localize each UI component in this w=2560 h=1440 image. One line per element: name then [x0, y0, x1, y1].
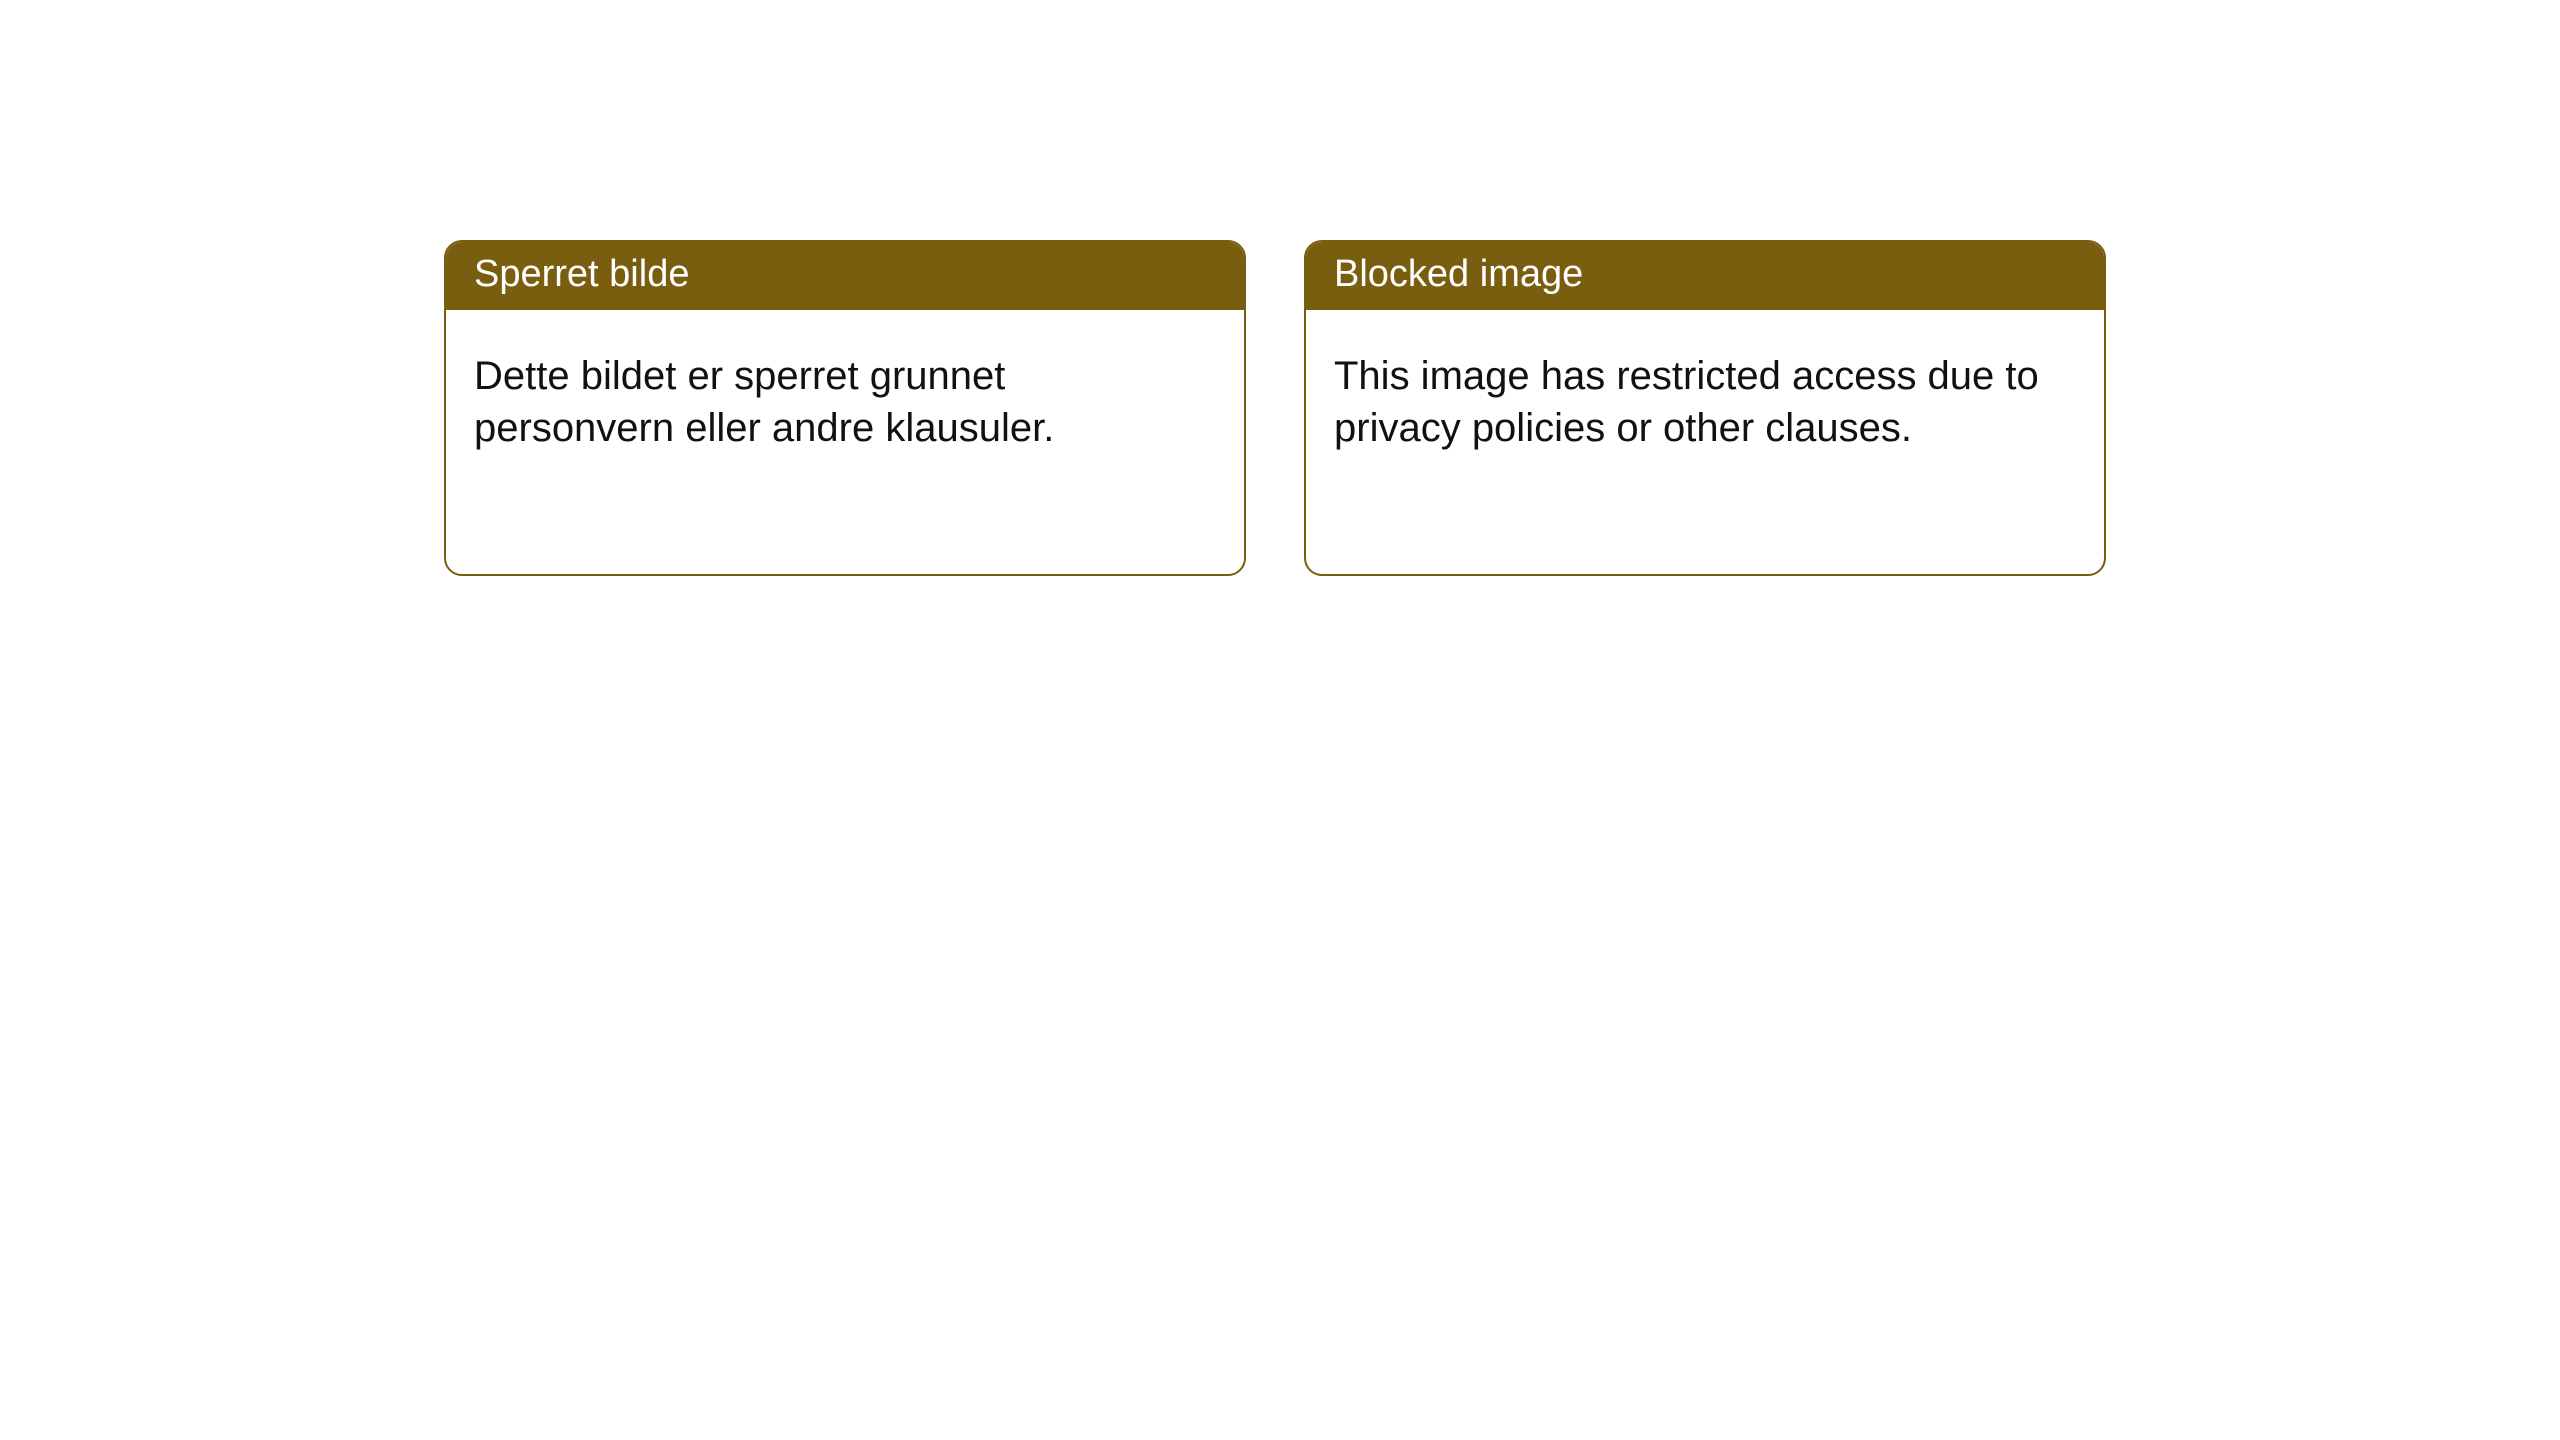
notice-card-body: This image has restricted access due to … [1306, 310, 2104, 484]
notice-card-english: Blocked image This image has restricted … [1304, 240, 2106, 576]
notice-card-body: Dette bildet er sperret grunnet personve… [446, 310, 1244, 484]
notice-card-norwegian: Sperret bilde Dette bildet er sperret gr… [444, 240, 1246, 576]
notice-card-header: Sperret bilde [446, 242, 1244, 310]
notice-card-header: Blocked image [1306, 242, 2104, 310]
notice-cards-container: Sperret bilde Dette bildet er sperret gr… [444, 240, 2106, 576]
